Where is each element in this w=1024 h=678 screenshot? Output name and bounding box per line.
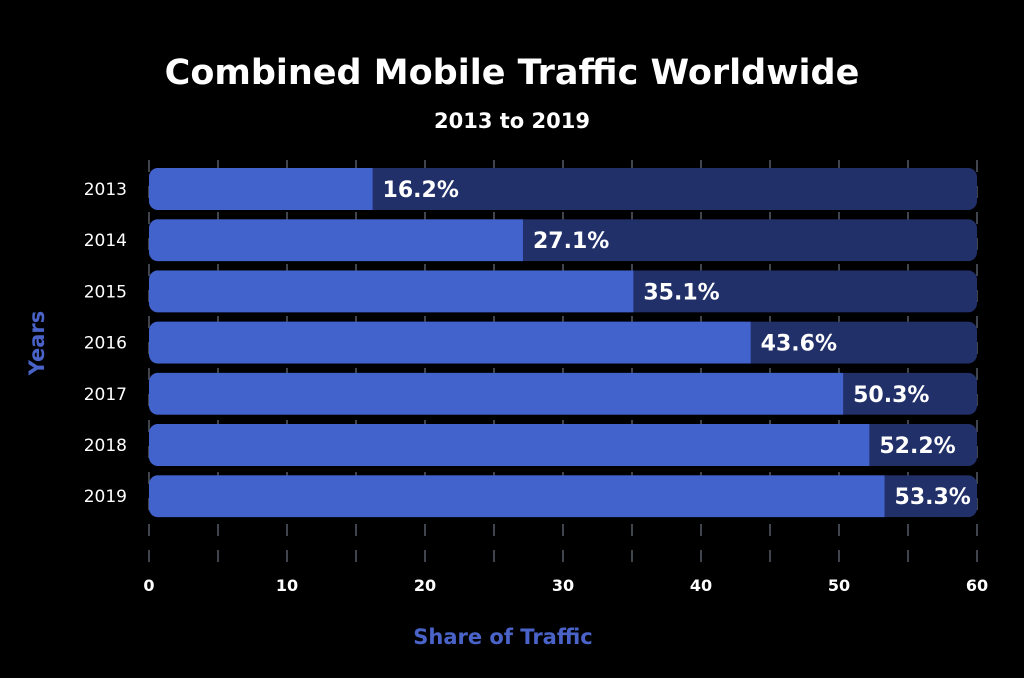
x-axis-label: Share of Traffic <box>413 625 592 649</box>
chart-subtitle: 2013 to 2019 <box>434 109 590 133</box>
bar-fill <box>149 372 844 415</box>
bar-group <box>149 219 977 262</box>
bar-fill <box>149 168 373 210</box>
x-tick-label: 30 <box>552 576 574 595</box>
bar-group <box>149 168 977 210</box>
bar-fill <box>149 219 523 262</box>
x-tick-label: 50 <box>828 576 850 595</box>
data-label: 43.6% <box>761 332 837 357</box>
bars: 16.2% 27.1% 35.1% 43.6% 50.3% 52.2% 53.3% <box>149 168 977 518</box>
bar-group <box>149 321 977 364</box>
bar-fill <box>149 475 885 518</box>
y-tick-label: 2014 <box>84 231 127 251</box>
data-label: 27.1% <box>533 229 609 254</box>
data-label: 50.3% <box>853 383 929 408</box>
y-tick-labels: 2013 2014 2015 2016 2017 2018 2019 <box>84 180 127 507</box>
x-tick-label: 60 <box>966 576 988 595</box>
bar-group <box>149 475 977 518</box>
data-label: 52.2% <box>879 434 955 459</box>
y-tick-label: 2016 <box>84 334 127 354</box>
x-tick-labels: 0 10 20 30 40 50 60 <box>143 576 988 595</box>
y-tick-label: 2017 <box>84 385 127 405</box>
chart-title: Combined Mobile Traffic Worldwide <box>165 53 860 93</box>
bar-fill <box>149 424 870 466</box>
y-tick-label: 2019 <box>84 487 127 507</box>
data-label: 53.3% <box>895 485 971 510</box>
bar-fill <box>149 321 751 364</box>
y-tick-label: 2015 <box>84 282 127 302</box>
bar-group <box>149 270 977 313</box>
data-label: 35.1% <box>643 280 719 305</box>
x-tick-label: 40 <box>690 576 712 595</box>
bar-group <box>149 372 977 415</box>
x-tick-label: 20 <box>414 576 436 595</box>
data-label: 16.2% <box>383 178 459 203</box>
x-tick-label: 0 <box>143 576 154 595</box>
y-tick-label: 2013 <box>84 180 127 200</box>
x-tick-label: 10 <box>276 576 298 595</box>
bar-fill <box>149 270 634 313</box>
bar-group <box>149 424 977 466</box>
y-tick-label: 2018 <box>84 436 127 456</box>
y-axis-label: Years <box>25 311 49 377</box>
